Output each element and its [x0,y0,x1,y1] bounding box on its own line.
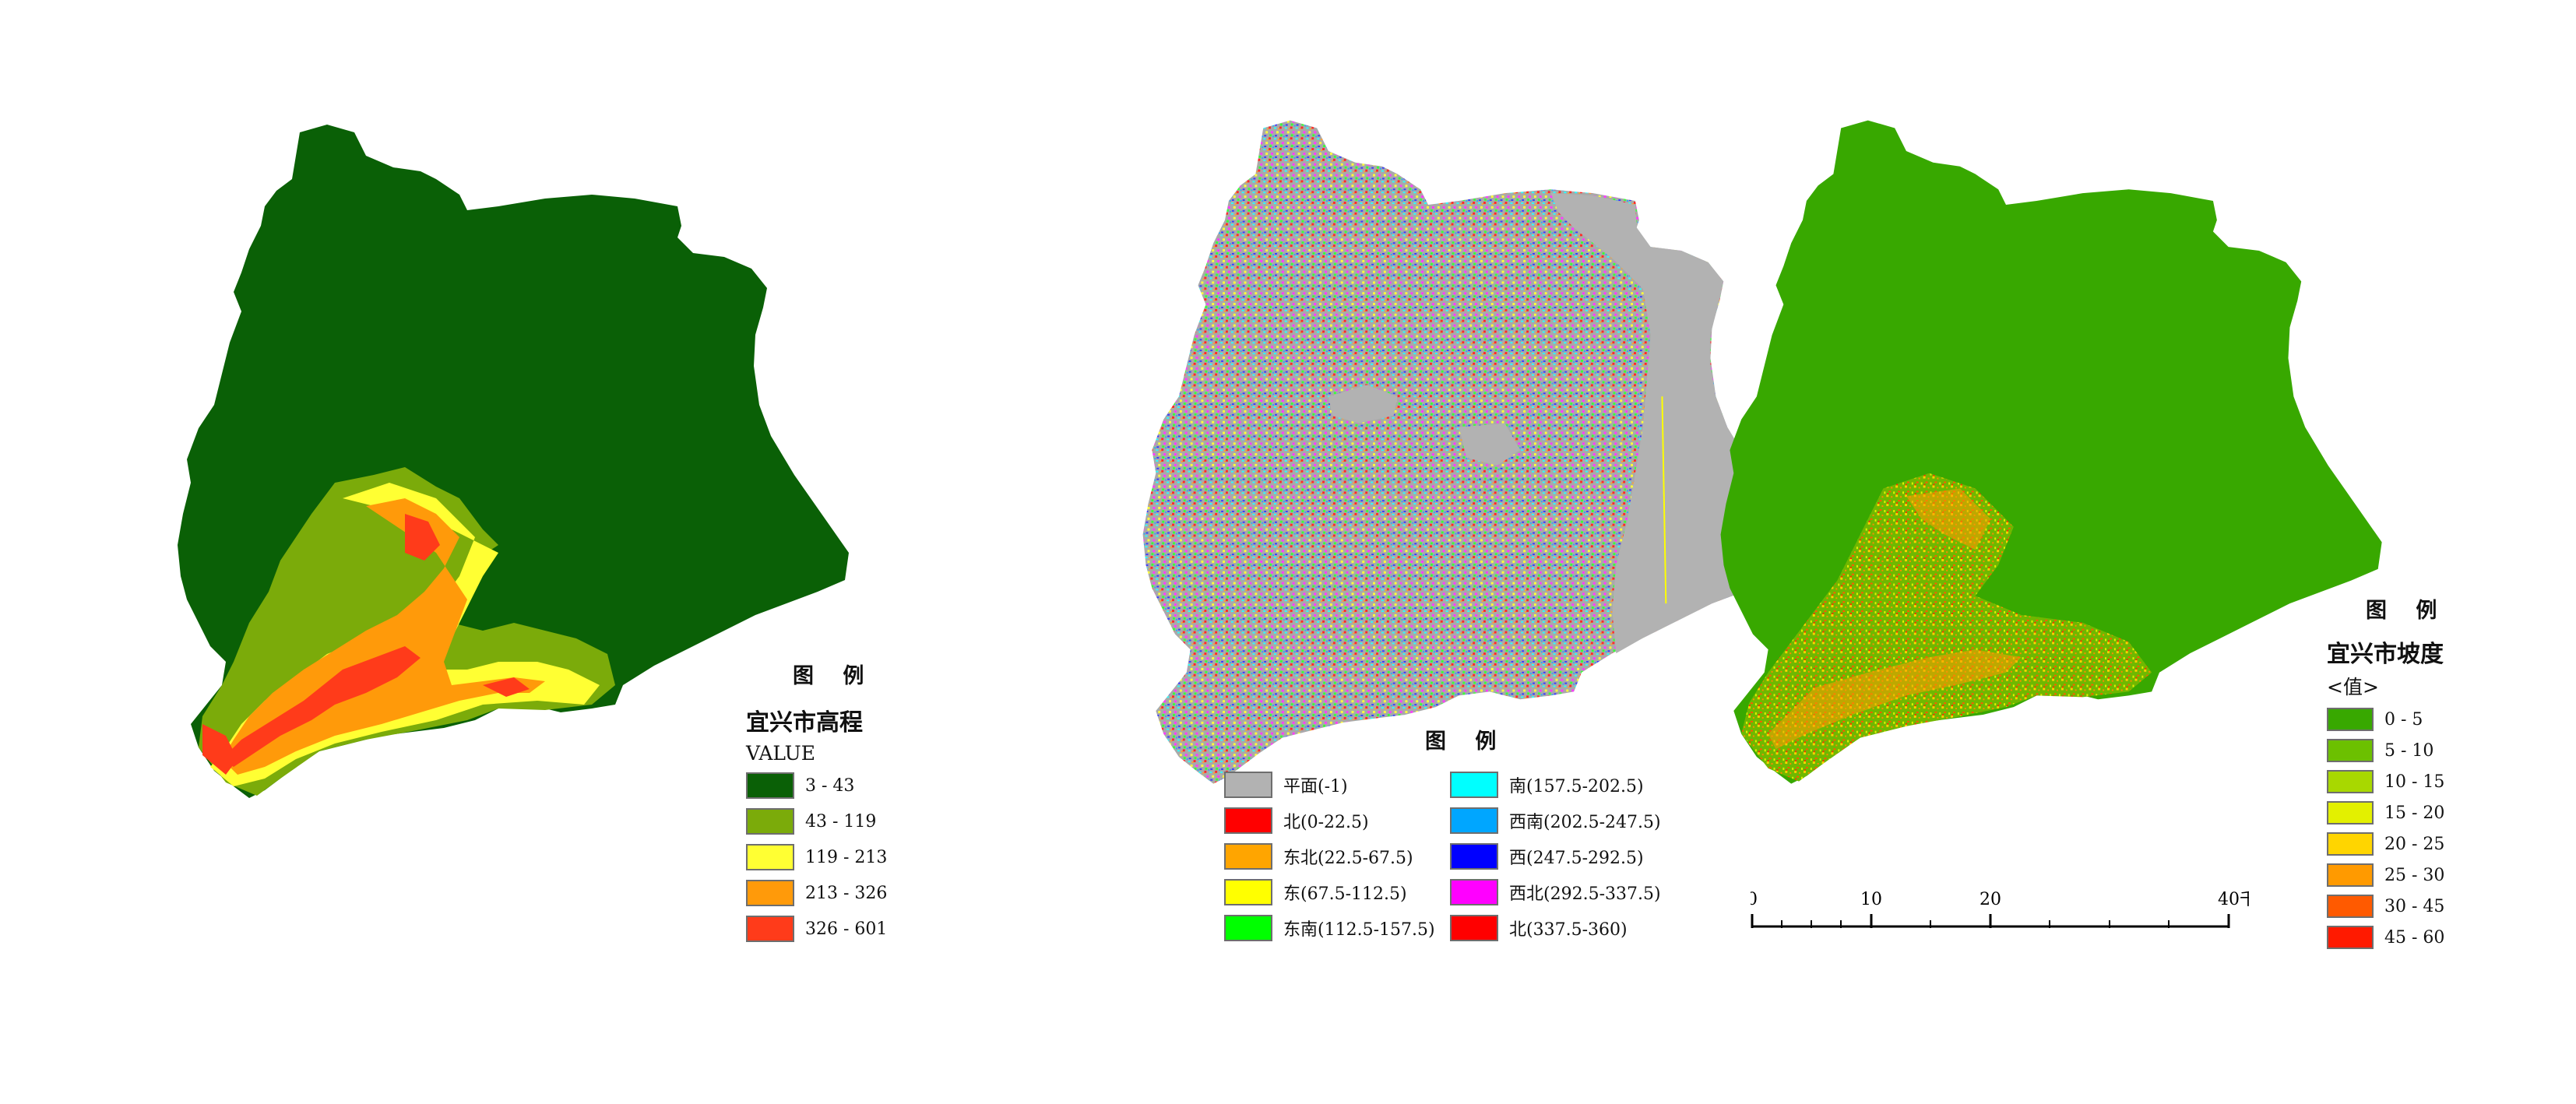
slope-legend-item: 30 - 45 [2327,895,2448,918]
scale-tick-0: 0 [1751,890,1758,909]
legend-swatch [1224,915,1272,941]
slope-map [1720,120,2382,784]
elevation-legend-item: 3 - 43 [746,771,887,800]
elevation-map [178,125,849,798]
legend-label: 北(337.5-360) [1509,920,1628,940]
legend-title: 图 例 [793,664,875,688]
aspect-lake [1328,385,1398,424]
scale-tick-40: 40 [2218,890,2240,909]
legend-swatch [1450,843,1498,870]
legend-label: 西(247.5-292.5) [1509,849,1644,868]
legend-label: 326 - 601 [805,919,888,939]
elevation-legend-item: 119 - 213 [746,842,887,872]
legend-swatch [2327,895,2374,918]
legend-label: 213 - 326 [805,883,888,903]
legend-swatch [2327,863,2374,887]
legend-title: 图 例 [2366,599,2448,623]
legend-label: 119 - 213 [805,847,888,867]
slope-legend-item: 5 - 10 [2327,739,2448,762]
legend-swatch [2327,926,2374,949]
legend-swatch [2327,739,2374,762]
elevation-legend: 图 例 宜兴市高程 VALUE 3 - 43 43 - 119 119 - 213 2… [746,659,887,950]
legend-label: 东(67.5-112.5) [1283,884,1407,904]
legend-title: 图 例 [1425,730,1508,754]
aspect-legend: 图 例 平面(-1) 南(157.5-202.5) 北(0-22.5) 西南(202.… [1224,724,1676,949]
legend-label: 南(157.5-202.5) [1509,777,1644,796]
aspect-legend-item: 西南(202.5-247.5) [1450,806,1676,835]
legend-label: 5 - 10 [2384,740,2434,761]
aspect-legend-item: 东(67.5-112.5) [1224,877,1450,907]
legend-label: 西北(292.5-337.5) [1509,884,1661,904]
legend-field-name: <值> [2327,676,2379,698]
legend-label: 20 - 25 [2384,834,2445,854]
legend-label: 北(0-22.5) [1283,813,1369,832]
legend-swatch [1450,772,1498,798]
slope-legend-item: 45 - 60 [2327,926,2448,949]
aspect-legend-item: 南(157.5-202.5) [1450,770,1676,800]
legend-label: 3 - 43 [805,775,855,796]
scale-bar: 0 10 20 40 千米 [1751,890,2249,928]
scale-unit: 千米 [2240,890,2249,909]
legend-swatch [1224,879,1272,905]
slope-legend-item: 10 - 15 [2327,770,2448,793]
legend-swatch [1224,772,1272,798]
slope-legend-item: 20 - 25 [2327,832,2448,856]
aspect-legend-item: 北(0-22.5) [1224,806,1450,835]
legend-swatch [1224,807,1272,834]
legend-layer-name: 宜兴市高程 [746,709,863,737]
legend-label: 10 - 15 [2384,772,2445,792]
elevation-peaks-326-601 [202,514,530,775]
legend-field-name: VALUE [746,742,815,765]
legend-label: 0 - 5 [2384,709,2423,730]
legend-swatch [2327,708,2374,731]
legend-label: 25 - 30 [2384,865,2445,885]
legend-swatch [746,880,794,906]
aspect-lake-2 [1459,423,1521,466]
elevation-legend-item: 326 - 601 [746,914,887,944]
legend-label: 西南(202.5-247.5) [1509,813,1661,832]
legend-layer-name: 宜兴市坡度 [2327,641,2444,668]
legend-label: 43 - 119 [805,811,877,832]
legend-swatch [2327,770,2374,793]
aspect-legend-item: 西北(292.5-337.5) [1450,877,1676,907]
legend-label: 平面(-1) [1283,777,1348,796]
legend-swatch [1450,879,1498,905]
slope-legend: 图 例 宜兴市坡度 <值> 0 - 5 5 - 10 10 - 15 15 - 20 2… [2327,593,2448,957]
slope-legend-item: 0 - 5 [2327,708,2448,731]
legend-swatch [1224,843,1272,870]
slope-legend-item: 25 - 30 [2327,863,2448,887]
legend-label: 15 - 20 [2384,803,2445,823]
aspect-legend-item: 东南(112.5-157.5) [1224,913,1450,943]
legend-label: 30 - 45 [2384,896,2445,916]
slope-legend-item: 15 - 20 [2327,801,2448,824]
elevation-legend-item: 213 - 326 [746,878,887,908]
legend-swatch [746,772,794,799]
legend-swatch [1450,807,1498,834]
aspect-legend-item: 东北(22.5-67.5) [1224,842,1450,871]
scale-tick-10: 10 [1860,890,1882,909]
legend-swatch [2327,801,2374,824]
scale-tick-20: 20 [1980,890,2001,909]
legend-label: 东北(22.5-67.5) [1283,849,1413,868]
legend-label: 45 - 60 [2384,927,2445,948]
elevation-legend-item: 43 - 119 [746,807,887,836]
legend-swatch [746,844,794,870]
legend-swatch [1450,915,1498,941]
legend-label: 东南(112.5-157.5) [1283,920,1435,940]
legend-swatch [746,916,794,942]
slope-steep-ridge [1768,488,2022,750]
aspect-legend-item: 西(247.5-292.5) [1450,842,1676,871]
aspect-map [1142,120,1804,784]
aspect-legend-item: 平面(-1) [1224,770,1450,800]
legend-swatch [746,808,794,835]
aspect-legend-item: 北(337.5-360) [1450,913,1676,943]
legend-swatch [2327,832,2374,856]
